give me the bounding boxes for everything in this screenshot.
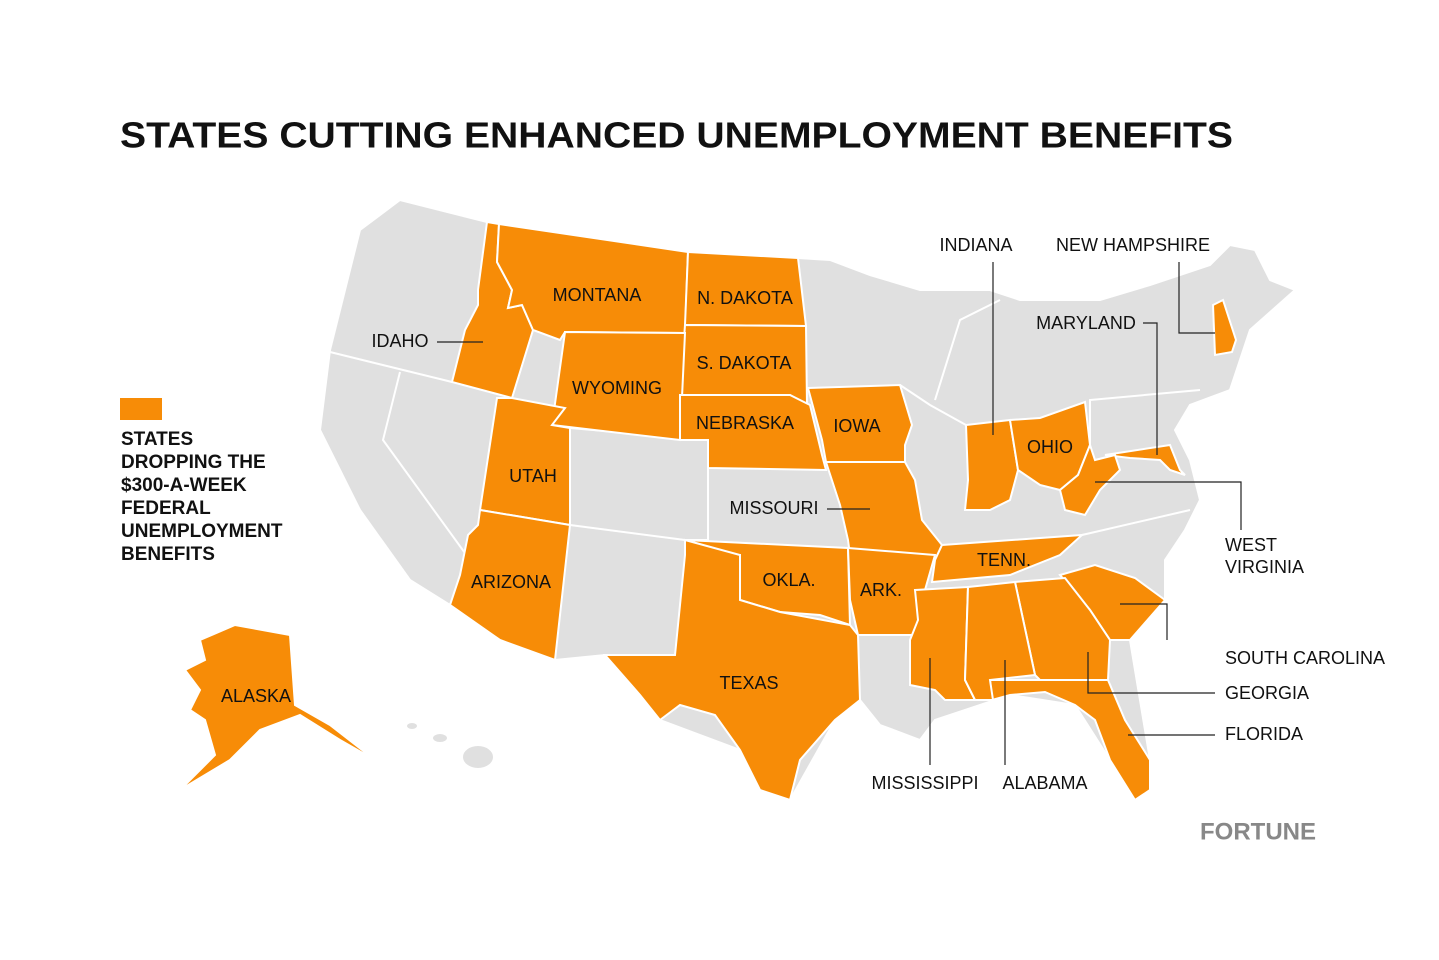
state-border [1081, 509, 1191, 536]
state-label: SOUTH CAROLINA [1225, 648, 1385, 668]
state-label: S. DAKOTA [697, 353, 792, 373]
leader-line [1143, 322, 1158, 455]
legend-text: BENEFITS [121, 544, 215, 565]
state-label: MISSISSIPPI [871, 773, 978, 793]
state-label: FLORIDA [1225, 724, 1303, 744]
state-shape [448, 508, 572, 662]
state-border [934, 299, 1001, 401]
state-label: WEST VIRGINIA [1225, 535, 1304, 577]
state-label: ALASKA [221, 686, 291, 706]
state-shape [1058, 442, 1122, 517]
leader-lines [437, 262, 1242, 765]
state-shape [1211, 298, 1238, 357]
state-label: OHIO [1027, 437, 1073, 457]
leader-line [1095, 481, 1242, 530]
legend-swatch [120, 398, 162, 420]
state-label: TEXAS [719, 673, 778, 693]
legend-text: STATES [121, 429, 193, 450]
state-label: INDIANA [939, 235, 1012, 255]
hawaii [405, 721, 419, 731]
state-label: ALABAMA [1002, 773, 1087, 793]
state-border [381, 371, 471, 561]
leader-line [1178, 262, 1215, 334]
highlighted-states [179, 220, 1238, 802]
brand: FORTUNE [1200, 818, 1316, 845]
state-shape [679, 394, 828, 472]
state-labels: IDAHO MONTANA N. DAKOTA S. DAKOTA WYOMING NEB… [221, 235, 1385, 793]
state-label: MONTANA [553, 285, 642, 305]
state-border [1089, 389, 1201, 445]
state-shape [1104, 443, 1186, 476]
state-label: IOWA [833, 416, 880, 436]
state-label: IDAHO [371, 331, 428, 351]
state-label: MARYLAND [1036, 313, 1136, 333]
title: STATES CUTTING ENHANCED UNEMPLOYMENT BEN… [120, 115, 1233, 156]
state-border [899, 384, 967, 426]
state-label: NEW HAMPSHIRE [1056, 235, 1210, 255]
state-shape [806, 383, 914, 463]
state-label: MISSOURI [729, 498, 818, 518]
state-shape [478, 397, 571, 527]
hawaii [431, 732, 449, 744]
state-shape [963, 580, 1037, 701]
state-border [329, 351, 453, 383]
state-shape [930, 533, 1085, 584]
state-shape [963, 418, 1020, 511]
state-label: WYOMING [572, 378, 662, 398]
state-label: GEORGIA [1225, 683, 1309, 703]
legend-text: DROPPING THE [121, 452, 266, 473]
state-label: ARK. [860, 580, 902, 600]
state-label: ARIZONA [471, 572, 551, 592]
state-shape [988, 679, 1151, 802]
legend-text: UNEMPLOYMENT [121, 521, 283, 542]
leader-line [1120, 603, 1168, 640]
state-shape [179, 623, 376, 791]
state-label: TENN. [977, 550, 1031, 570]
legend-text: $300-A-WEEK [121, 475, 247, 496]
legend-text: FEDERAL [121, 498, 211, 519]
state-label: UTAH [509, 466, 557, 486]
hawaii [461, 744, 495, 770]
state-label: NEBRASKA [696, 413, 794, 433]
state-label: N. DAKOTA [697, 288, 793, 308]
state-shape [602, 538, 862, 802]
state-label: OKLA. [762, 570, 815, 590]
leader-line [1087, 652, 1215, 694]
